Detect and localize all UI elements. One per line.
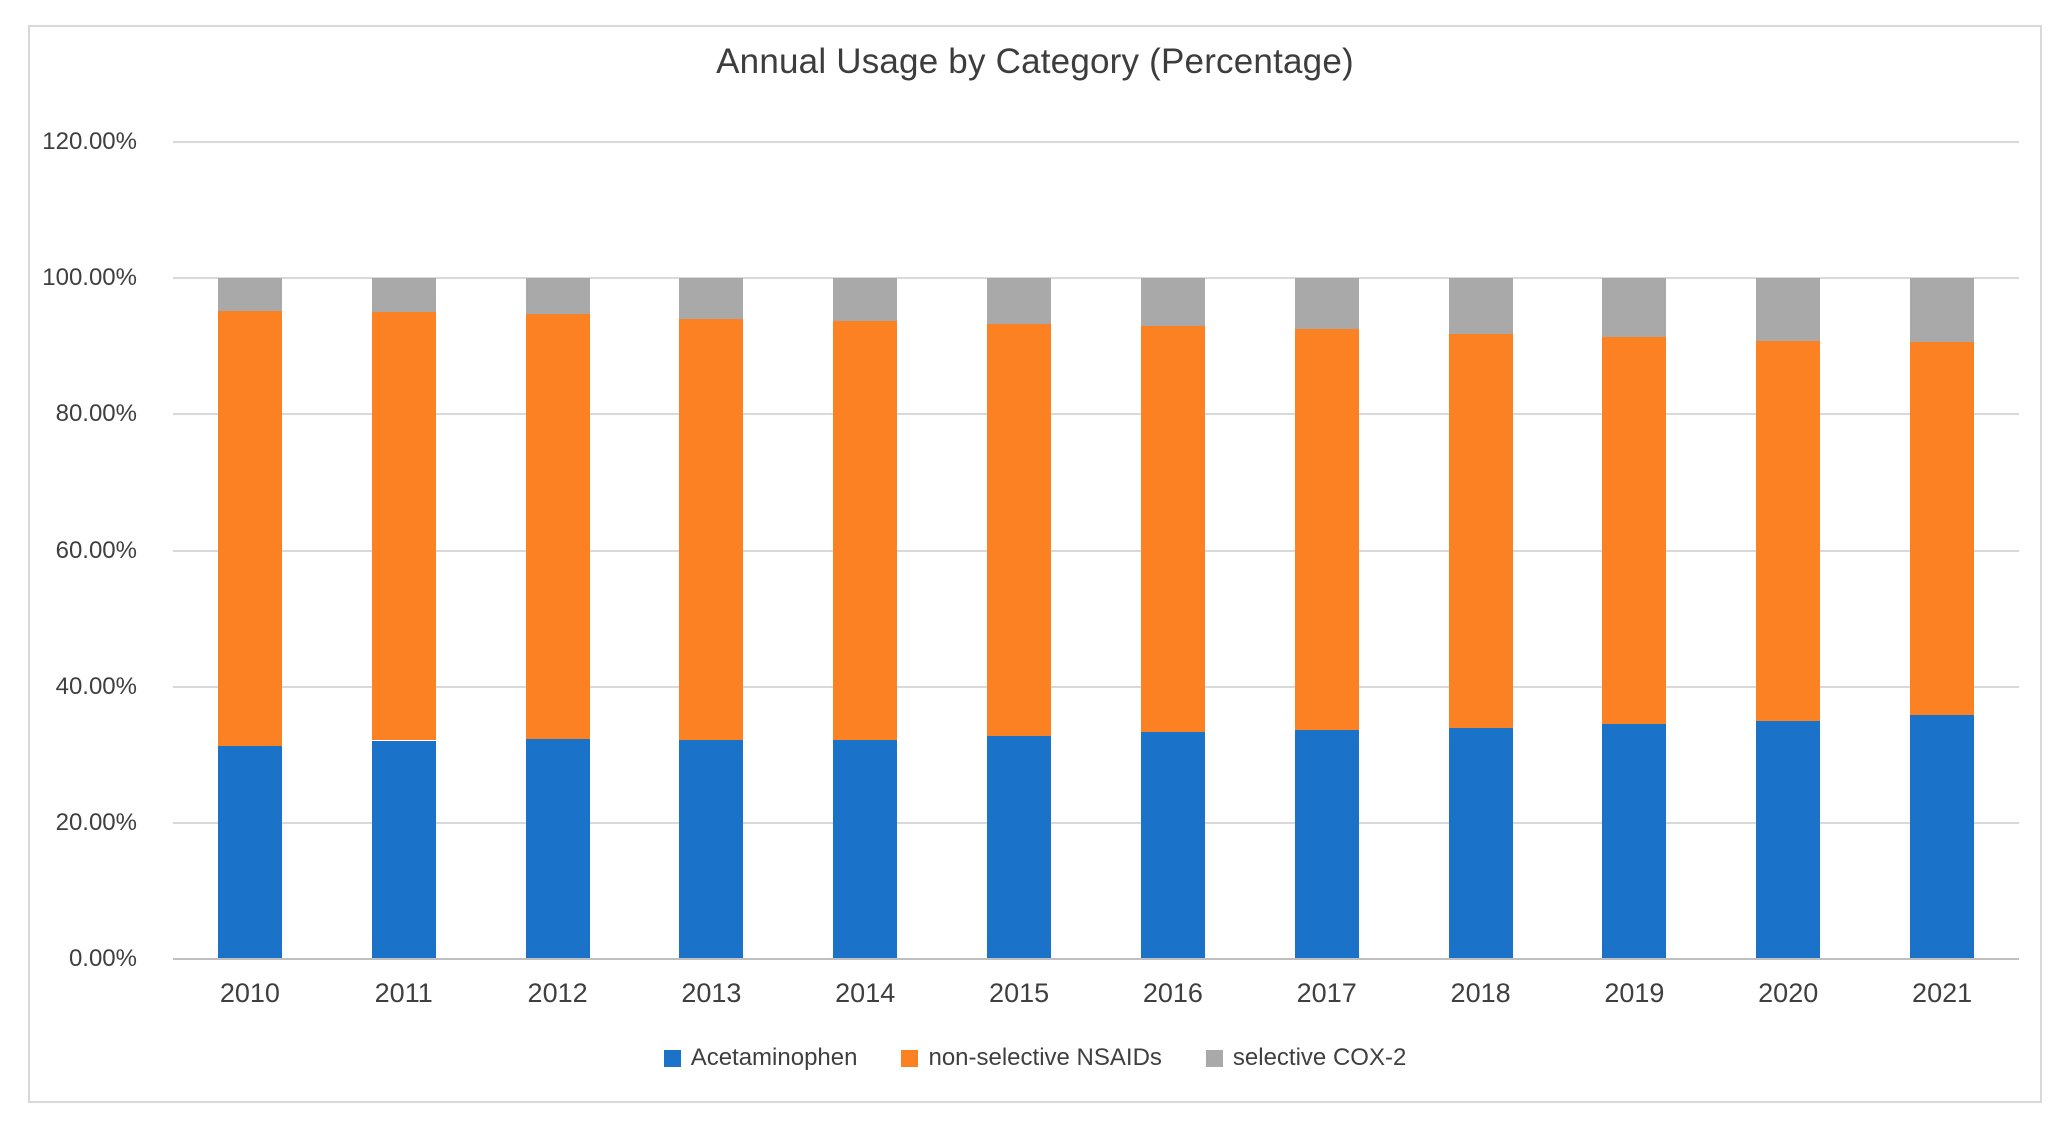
bar-segment-2021-non-selective-nsaids <box>1910 342 1975 715</box>
bar-segment-2011-selective-cox-2 <box>371 278 436 312</box>
bar-segment-2015-selective-cox-2 <box>987 278 1052 324</box>
bar-segment-2020-selective-cox-2 <box>1756 278 1821 341</box>
gridline-20 <box>173 821 2019 824</box>
gridline-80 <box>173 413 2019 416</box>
bar-segment-2012-non-selective-nsaids <box>525 314 590 740</box>
bar-segment-2013-selective-cox-2 <box>679 278 744 320</box>
bar-segment-2017-selective-cox-2 <box>1294 278 1359 330</box>
y-axis-tick-label-0: 0.00% <box>68 945 137 972</box>
bar-segment-2015-non-selective-nsaids <box>987 323 1052 736</box>
bar-segment-2015-acetaminophen <box>987 735 1052 959</box>
bar-segment-2014-acetaminophen <box>833 739 898 959</box>
x-axis-tick-label-2021: 2021 <box>1912 978 1973 1008</box>
x-axis-tick-label-2010: 2010 <box>219 978 280 1008</box>
gridline-60 <box>173 549 2019 552</box>
y-axis-tick-label-60: 60.00% <box>55 536 137 564</box>
x-axis-tick-label-2019: 2019 <box>1604 978 1665 1008</box>
legend-item-selective-cox-2: selective COX-2 <box>1205 1044 1407 1072</box>
bar-segment-2010-selective-cox-2 <box>217 278 282 311</box>
bar-segment-2020-acetaminophen <box>1756 720 1821 959</box>
bar-segment-2016-selective-cox-2 <box>1140 278 1205 326</box>
bar-segment-2011-non-selective-nsaids <box>371 311 436 741</box>
bar-segment-2013-acetaminophen <box>679 739 744 959</box>
x-axis-tick-label-2014: 2014 <box>835 978 896 1008</box>
bar-segment-2010-non-selective-nsaids <box>217 310 282 746</box>
bar-segment-2018-non-selective-nsaids <box>1448 334 1513 729</box>
x-axis-tick-label-2011: 2011 <box>374 978 433 1008</box>
bar-segment-2018-selective-cox-2 <box>1448 278 1513 334</box>
y-axis-tick-label-40: 40.00% <box>55 672 137 700</box>
y-axis-tick-label-120: 120.00% <box>42 128 137 155</box>
bar-segment-2012-acetaminophen <box>525 739 590 959</box>
x-axis-line <box>173 958 2019 960</box>
legend-label-selective-cox-2: selective COX-2 <box>1232 1044 1407 1071</box>
x-axis-tick-label-2016: 2016 <box>1142 978 1203 1008</box>
legend: Acetaminophen non-selective NSAIDs selecti… <box>0 1044 2070 1072</box>
bar-segment-2021-acetaminophen <box>1910 714 1975 959</box>
bar-segment-2019-non-selective-nsaids <box>1602 337 1667 725</box>
bar-segment-2013-non-selective-nsaids <box>679 319 744 740</box>
y-axis-tick-label-80: 80.00% <box>55 400 137 428</box>
bar-segment-2017-acetaminophen <box>1294 730 1359 959</box>
bar-segment-2011-acetaminophen <box>371 740 436 959</box>
gridline-120 <box>173 141 2019 143</box>
legend-label-acetaminophen: Acetaminophen <box>690 1044 858 1071</box>
bar-segment-2017-non-selective-nsaids <box>1294 329 1359 731</box>
gridline-40 <box>173 685 2019 688</box>
legend-swatch-non-selective-nsaids <box>901 1049 919 1067</box>
x-axis-tick-label-2013: 2013 <box>681 978 742 1008</box>
bar-segment-2012-selective-cox-2 <box>525 278 590 315</box>
x-axis-tick-label-2020: 2020 <box>1758 978 1819 1008</box>
x-axis-tick-label-2015: 2015 <box>989 978 1050 1008</box>
bar-segment-2014-selective-cox-2 <box>833 278 898 322</box>
bar-segment-2019-acetaminophen <box>1602 724 1667 959</box>
legend-item-acetaminophen: Acetaminophen <box>663 1044 858 1072</box>
bar-segment-2020-non-selective-nsaids <box>1756 340 1821 721</box>
chart-title: Annual Usage by Category (Percentage) <box>716 42 1354 81</box>
x-axis-tick-label-2012: 2012 <box>527 978 588 1008</box>
bar-segment-2021-selective-cox-2 <box>1910 278 1975 343</box>
bar-segment-2019-selective-cox-2 <box>1602 278 1667 338</box>
x-axis-tick-label-2018: 2018 <box>1450 978 1511 1008</box>
y-axis-tick-label-100: 100.00% <box>42 264 137 292</box>
legend-label-non-selective-nsaids: non-selective NSAIDs <box>928 1044 1162 1071</box>
bar-segment-2016-non-selective-nsaids <box>1140 325 1205 733</box>
bar-segment-2018-acetaminophen <box>1448 728 1513 959</box>
bar-segment-2014-non-selective-nsaids <box>833 321 898 740</box>
gridline-100 <box>173 277 2019 280</box>
plot-area <box>173 141 2019 960</box>
bar-segment-2010-acetaminophen <box>217 745 282 959</box>
bar-segment-2016-acetaminophen <box>1140 732 1205 959</box>
y-axis-tick-label-20: 20.00% <box>55 808 137 836</box>
legend-swatch-selective-cox-2 <box>1205 1049 1223 1067</box>
x-axis-tick-label-2017: 2017 <box>1296 978 1357 1008</box>
legend-swatch-acetaminophen <box>663 1049 681 1067</box>
legend-item-non-selective-nsaids: non-selective NSAIDs <box>901 1044 1162 1072</box>
